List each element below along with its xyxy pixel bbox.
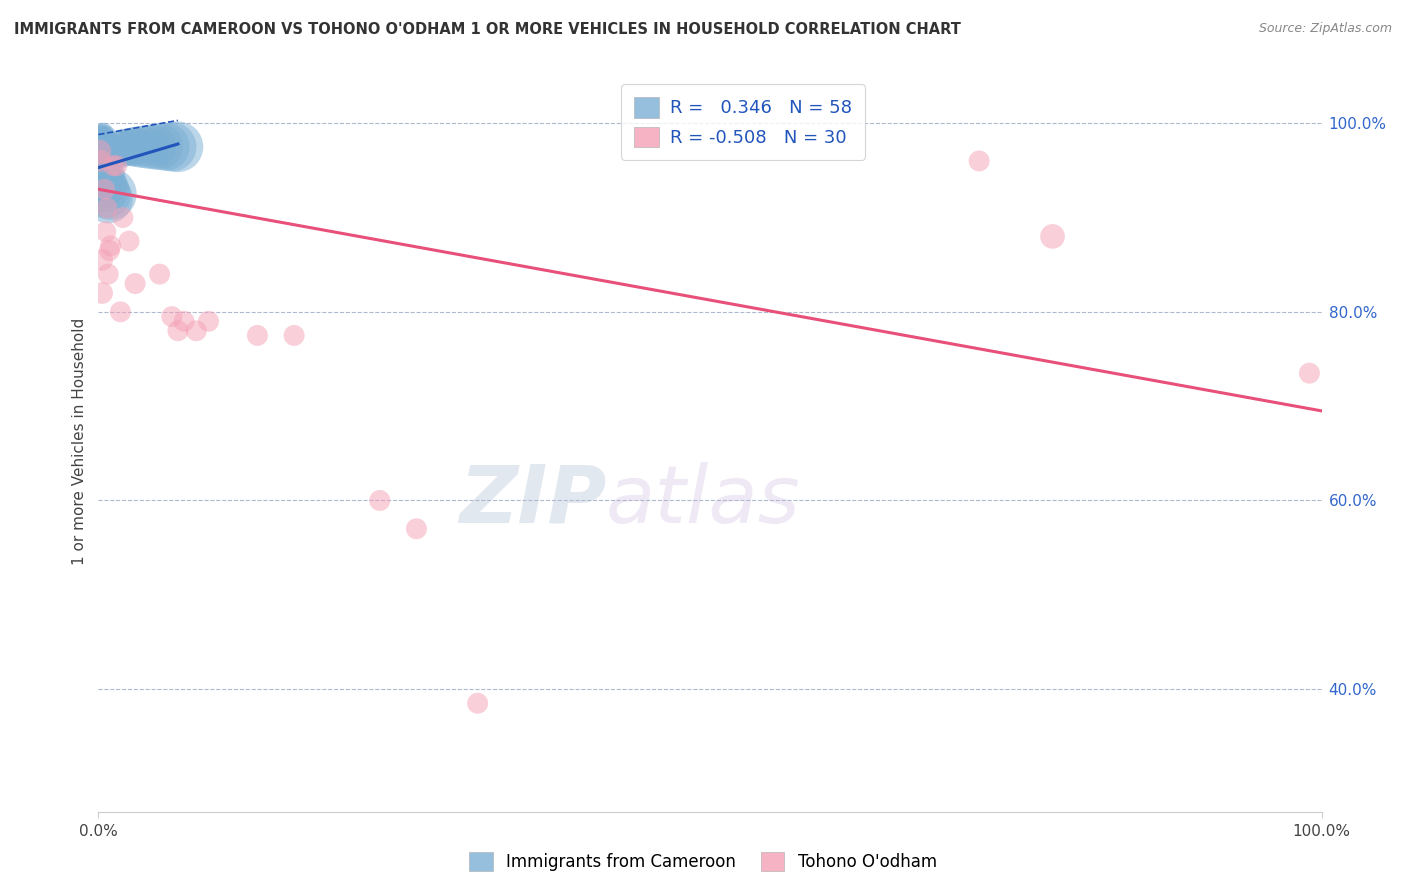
Legend: R =   0.346   N = 58, R = -0.508   N = 30: R = 0.346 N = 58, R = -0.508 N = 30	[621, 84, 865, 160]
Point	[98, 244, 121, 258]
Point	[160, 310, 183, 324]
Point	[93, 140, 115, 154]
Point	[1298, 366, 1320, 380]
Point	[97, 149, 120, 163]
Point	[160, 140, 183, 154]
Point	[91, 252, 114, 267]
Point	[110, 145, 132, 159]
Point	[142, 140, 165, 154]
Point	[246, 328, 269, 343]
Point	[94, 149, 117, 163]
Point	[118, 234, 141, 248]
Point	[100, 140, 122, 154]
Point	[1042, 229, 1064, 244]
Point	[89, 135, 111, 149]
Point	[94, 182, 117, 196]
Point	[97, 140, 120, 154]
Point	[96, 135, 118, 149]
Point	[129, 140, 152, 154]
Point	[103, 145, 125, 159]
Point	[93, 182, 115, 196]
Point	[93, 145, 115, 159]
Point	[121, 140, 143, 154]
Point	[173, 314, 195, 328]
Point	[368, 493, 391, 508]
Point	[94, 225, 117, 239]
Point	[100, 149, 122, 163]
Point	[93, 130, 115, 145]
Point	[105, 159, 128, 173]
Point	[283, 328, 305, 343]
Point	[90, 159, 112, 173]
Point	[124, 140, 146, 154]
Point	[105, 145, 128, 159]
Point	[114, 140, 136, 154]
Point	[98, 149, 121, 163]
Point	[101, 145, 124, 159]
Point	[94, 130, 117, 145]
Point	[93, 178, 115, 192]
Point	[91, 173, 114, 187]
Point	[91, 135, 114, 149]
Point	[101, 159, 124, 173]
Point	[91, 285, 114, 300]
Point	[107, 145, 129, 159]
Point	[91, 126, 114, 140]
Point	[91, 140, 114, 154]
Point	[91, 145, 114, 159]
Point	[197, 314, 219, 328]
Point	[405, 522, 427, 536]
Point	[100, 239, 122, 253]
Point	[97, 192, 120, 206]
Point	[97, 267, 120, 281]
Point	[98, 140, 121, 154]
Point	[111, 211, 134, 225]
Point	[91, 145, 114, 159]
Point	[89, 168, 111, 182]
Point	[91, 130, 114, 145]
Point	[118, 140, 141, 154]
Point	[89, 159, 111, 173]
Legend: Immigrants from Cameroon, Tohono O'odham: Immigrants from Cameroon, Tohono O'odham	[461, 843, 945, 880]
Text: ZIP: ZIP	[458, 462, 606, 540]
Point	[186, 324, 208, 338]
Point	[155, 140, 177, 154]
Text: Source: ZipAtlas.com: Source: ZipAtlas.com	[1258, 22, 1392, 36]
Point	[136, 140, 159, 154]
Point	[96, 149, 118, 163]
Point	[90, 140, 112, 154]
Text: IMMIGRANTS FROM CAMEROON VS TOHONO O'ODHAM 1 OR MORE VEHICLES IN HOUSEHOLD CORRE: IMMIGRANTS FROM CAMEROON VS TOHONO O'ODH…	[14, 22, 960, 37]
Point	[110, 305, 132, 319]
Point	[90, 126, 112, 140]
Point	[967, 153, 990, 168]
Point	[111, 140, 134, 154]
Point	[91, 163, 114, 178]
Point	[91, 168, 114, 182]
Point	[100, 186, 122, 201]
Point	[124, 277, 146, 291]
Point	[90, 168, 112, 182]
Point	[90, 153, 112, 168]
Point	[94, 140, 117, 154]
Y-axis label: 1 or more Vehicles in Household: 1 or more Vehicles in Household	[72, 318, 87, 566]
Text: atlas: atlas	[606, 462, 801, 540]
Point	[149, 267, 172, 281]
Point	[96, 186, 118, 201]
Point	[90, 145, 112, 159]
Point	[167, 324, 190, 338]
Point	[91, 126, 114, 140]
Point	[149, 140, 172, 154]
Point	[89, 145, 111, 159]
Point	[89, 140, 111, 154]
Point	[167, 140, 190, 154]
Point	[90, 130, 112, 145]
Point	[96, 201, 118, 215]
Point	[96, 145, 118, 159]
Point	[467, 696, 489, 710]
Point	[89, 126, 111, 140]
